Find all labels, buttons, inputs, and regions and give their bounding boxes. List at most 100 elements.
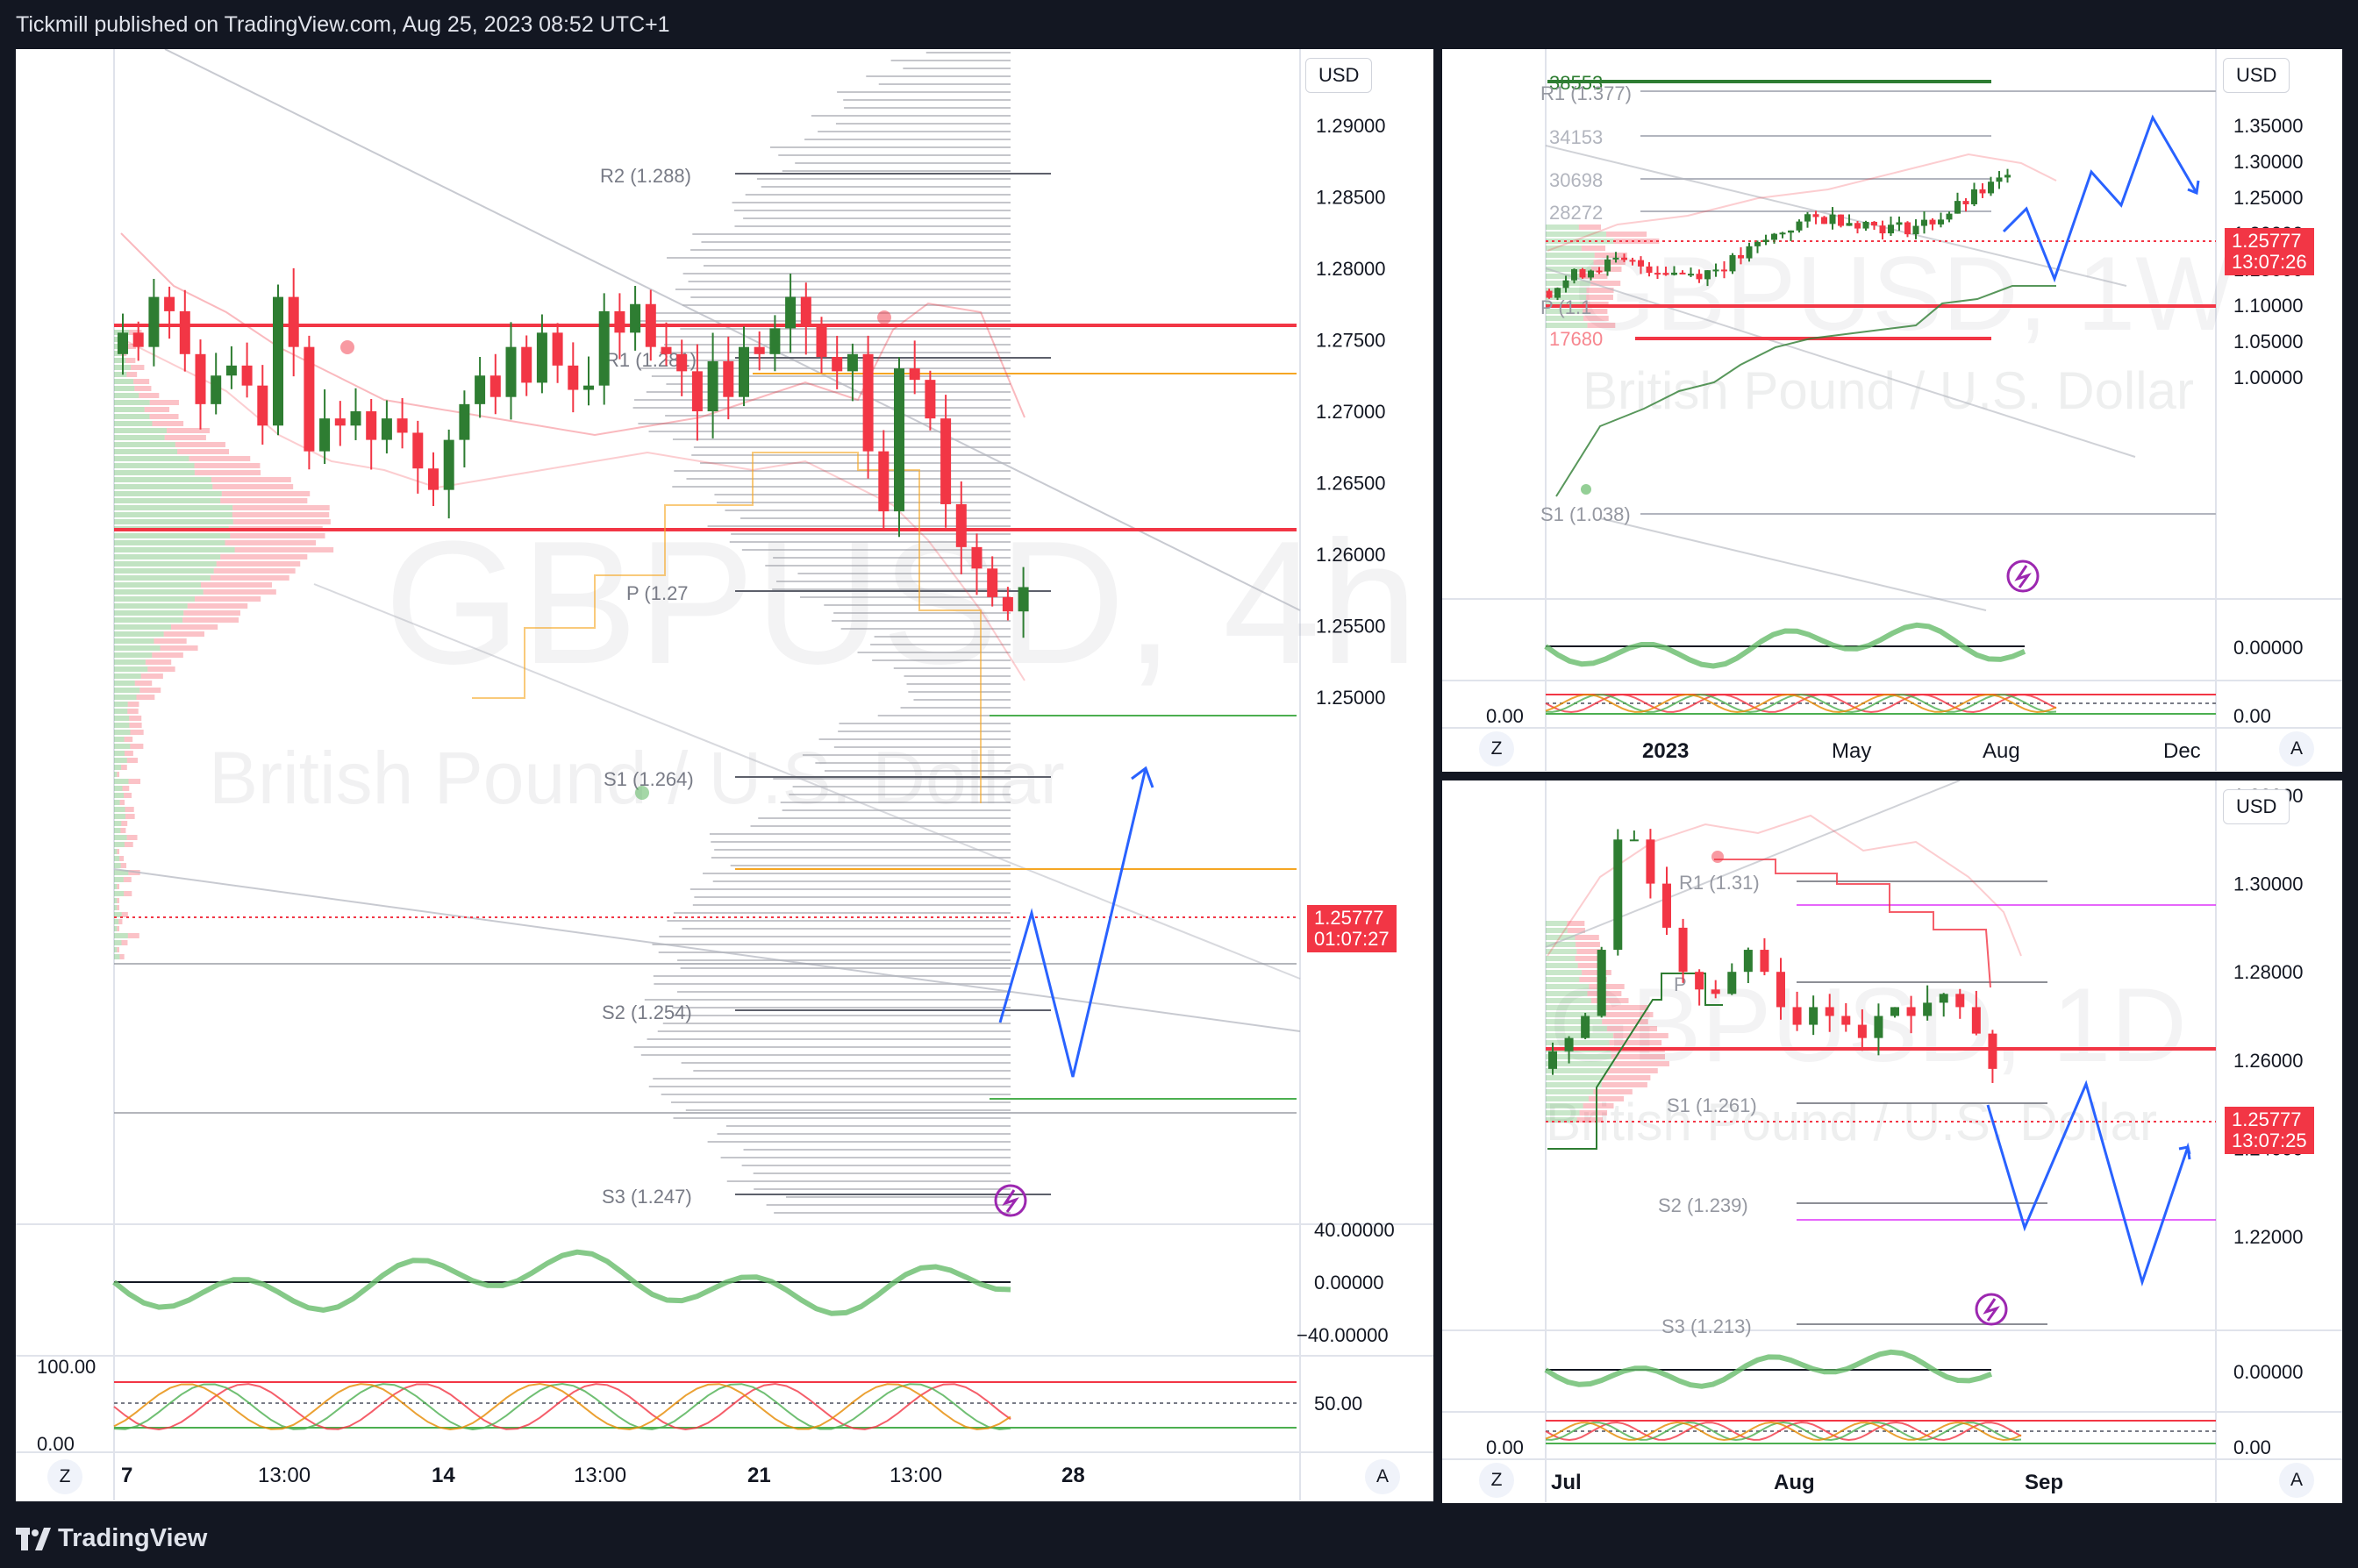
candle-body[interactable]: [1912, 225, 1919, 235]
candle-body[interactable]: [257, 385, 268, 426]
candle-body[interactable]: [739, 346, 749, 397]
candle-body[interactable]: [1754, 242, 1761, 246]
candle-body[interactable]: [505, 346, 517, 397]
candle-body[interactable]: [955, 503, 967, 547]
candle-body[interactable]: [909, 368, 920, 381]
candle-body[interactable]: [164, 296, 175, 311]
candle-body[interactable]: [1581, 1016, 1590, 1038]
candle-body[interactable]: [1812, 214, 1819, 217]
candle-body[interactable]: [1688, 274, 1694, 276]
zoom-toggle-button[interactable]: Z: [1479, 731, 1514, 766]
time-axis-1w[interactable]: 2023 May Aug Dec: [1642, 739, 2201, 763]
auto-scale-button[interactable]: A: [2279, 1463, 2314, 1498]
candle-body[interactable]: [489, 375, 501, 397]
candle-body[interactable]: [1788, 230, 1794, 233]
candle-body[interactable]: [1906, 1007, 1916, 1016]
candle-body[interactable]: [1776, 972, 1785, 1008]
candle-body[interactable]: [1962, 201, 1969, 205]
candle-body[interactable]: [412, 432, 424, 469]
candle-body[interactable]: [1621, 257, 1627, 260]
candle-body[interactable]: [1779, 232, 1786, 235]
candle-body[interactable]: [179, 310, 190, 354]
candle-body[interactable]: [241, 365, 253, 386]
candle-body[interactable]: [1671, 272, 1677, 275]
flash-icon[interactable]: [994, 1184, 1027, 1217]
candle-body[interactable]: [661, 346, 672, 354]
candle-body[interactable]: [1841, 1016, 1851, 1025]
candle-body[interactable]: [940, 418, 952, 504]
price-axis-4h[interactable]: 1.29000 1.28500 1.28000 1.27500 1.27000 1.265…: [1316, 115, 1386, 709]
candle-body[interactable]: [1871, 221, 1877, 226]
candle-body[interactable]: [288, 296, 299, 347]
candle-body[interactable]: [1662, 273, 1669, 275]
flash-icon[interactable]: [2006, 559, 2040, 593]
candle-body[interactable]: [1857, 1024, 1867, 1038]
price-axis-1d[interactable]: 1.320001.300001.280001.260001.240001.220…: [2233, 785, 2304, 1248]
candle-body[interactable]: [1721, 269, 1727, 272]
chart-panel-4h[interactable]: GBPUSD, 4h British Pound / U.S. Dollar R…: [16, 49, 1433, 1501]
candle-body[interactable]: [1988, 182, 1994, 194]
currency-badge[interactable]: USD: [1305, 58, 1373, 93]
candle-body[interactable]: [1971, 1007, 1981, 1034]
candle-body[interactable]: [1712, 269, 1719, 272]
candle-body[interactable]: [1988, 1033, 1997, 1069]
candle-body[interactable]: [800, 296, 811, 326]
candle-body[interactable]: [1729, 254, 1736, 272]
candle-body[interactable]: [1678, 927, 1688, 973]
candle-body[interactable]: [1629, 839, 1639, 842]
candle-body[interactable]: [1743, 950, 1753, 973]
trendline-lower[interactable]: [113, 868, 1301, 1032]
candle-body[interactable]: [1862, 221, 1869, 229]
candle-body[interactable]: [1938, 219, 1944, 225]
candle-body[interactable]: [2004, 175, 2011, 178]
candle-body[interactable]: [1838, 214, 1844, 226]
candle-body[interactable]: [1613, 839, 1623, 951]
zoom-toggle-button[interactable]: Z: [47, 1459, 82, 1494]
candle-body[interactable]: [1825, 1007, 1834, 1016]
flash-icon[interactable]: [1975, 1293, 2008, 1326]
candle-body[interactable]: [971, 546, 982, 569]
candle-body[interactable]: [1796, 221, 1803, 231]
candle-body[interactable]: [583, 385, 594, 390]
candle-body[interactable]: [723, 360, 734, 397]
candle-body[interactable]: [645, 303, 656, 347]
candle-body[interactable]: [568, 365, 579, 390]
projection-path-1w[interactable]: [2002, 114, 2198, 283]
candle-body[interactable]: [521, 346, 532, 383]
candle-body[interactable]: [225, 365, 237, 376]
trendline-upper[interactable]: [164, 49, 1301, 611]
candle-body[interactable]: [1854, 223, 1861, 229]
chart-canvas-4h[interactable]: GBPUSD, 4h British Pound / U.S. Dollar R…: [16, 49, 1433, 1501]
candle-body[interactable]: [925, 380, 936, 419]
candle-body[interactable]: [397, 418, 408, 433]
projection-path[interactable]: [998, 767, 1147, 1078]
candle-body[interactable]: [1018, 587, 1029, 612]
candle-body[interactable]: [614, 310, 625, 333]
candle-body[interactable]: [1571, 268, 1577, 281]
candle-body[interactable]: [1597, 950, 1606, 1016]
candle-body[interactable]: [211, 375, 222, 404]
candle-body[interactable]: [1971, 189, 1977, 205]
candle-body[interactable]: [987, 568, 998, 597]
candle-body[interactable]: [536, 332, 547, 383]
candle-body[interactable]: [1711, 989, 1720, 994]
chart-canvas-1d[interactable]: GBPUSD, 1D British Pound / U.S. Dollar R…: [1442, 780, 2342, 1503]
candle-body[interactable]: [443, 439, 454, 490]
candle-body[interactable]: [1804, 214, 1811, 222]
auto-scale-button[interactable]: A: [1365, 1459, 1400, 1494]
candle-body[interactable]: [304, 346, 315, 452]
candle-body[interactable]: [1946, 213, 1953, 220]
trendline-mid[interactable]: [313, 583, 1301, 980]
candle-body[interactable]: [1554, 288, 1561, 298]
candle-body[interactable]: [1890, 1007, 1899, 1016]
candle-body[interactable]: [1738, 254, 1744, 259]
candle-body[interactable]: [1896, 222, 1903, 225]
candle-body[interactable]: [769, 328, 781, 354]
candle-body[interactable]: [691, 371, 703, 411]
candle-body[interactable]: [1548, 1051, 1557, 1069]
candle-body[interactable]: [1579, 268, 1586, 278]
candle-body[interactable]: [1979, 189, 1986, 194]
candle-body[interactable]: [894, 368, 904, 512]
candle-body[interactable]: [676, 353, 688, 372]
candles-1w[interactable]: [1546, 168, 2011, 301]
